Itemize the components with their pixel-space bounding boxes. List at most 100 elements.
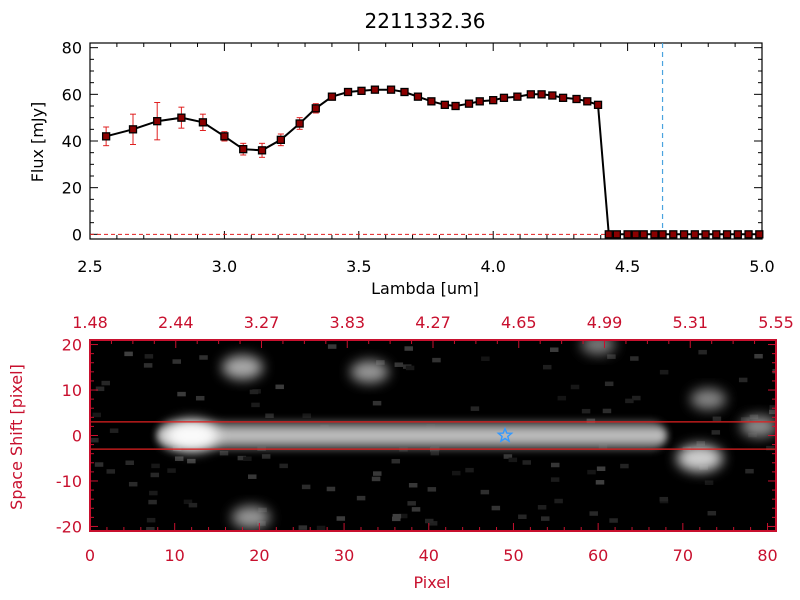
spectrum-marker — [612, 230, 621, 239]
spectrum-y-tick-label: 0 — [72, 225, 82, 244]
image-noise-pixel — [696, 441, 706, 446]
image-noise-pixel — [745, 468, 754, 474]
image-noise-pixel — [237, 455, 247, 461]
image-noise-pixel — [596, 466, 606, 471]
spectrum-marker — [744, 230, 753, 239]
image-noise-pixel — [148, 499, 157, 505]
image-noise-pixel — [470, 406, 480, 411]
spectral-trace-core — [157, 428, 666, 443]
image-y-tick-label: 0 — [72, 427, 82, 446]
spectrum-marker — [658, 230, 667, 239]
image-noise-pixel — [698, 349, 707, 355]
image-x-axis-label: Pixel — [413, 573, 450, 592]
image-noise-pixel — [481, 356, 490, 361]
image-top-tick-label: 4.99 — [587, 313, 623, 332]
spectrum-marker — [343, 87, 353, 97]
spectrum-x-tick-label: 3.5 — [346, 257, 371, 276]
image-y-ticks: 20 10 0 -10 -20 — [56, 336, 776, 536]
image-noise-pixel — [604, 381, 614, 387]
spectrum-x-tick-label: 2.5 — [77, 257, 102, 276]
image-noise-pixel — [195, 395, 205, 401]
image-noise-pixel — [146, 526, 155, 531]
spectrum-marker — [239, 145, 248, 154]
image-noise-pixel — [251, 402, 260, 408]
spectrum-marker — [327, 92, 337, 101]
spectrum-marker — [475, 97, 484, 106]
spectrum-marker — [572, 94, 581, 104]
image-noise-pixel — [480, 489, 490, 495]
spectrum-marker — [623, 230, 632, 239]
spectrum-marker — [427, 97, 436, 106]
image-noise-pixel — [620, 463, 629, 469]
image-noise-pixel — [187, 458, 196, 464]
image-y-tick-label: 10 — [62, 381, 82, 400]
image-noise-pixel — [398, 513, 408, 519]
image-x-tick-label: 10 — [165, 546, 185, 565]
spectrum-plot: 2.5 3.0 3.5 4.0 4.5 5.0 0 20 40 60 80 — [62, 39, 775, 276]
image-noise-pixel — [542, 364, 552, 370]
image-noise-pixel — [595, 480, 605, 485]
image-source-blob — [690, 388, 727, 410]
spectrum-marker — [690, 230, 699, 239]
image-noise-pixel — [392, 513, 402, 519]
image-noise-pixel — [769, 405, 776, 410]
image-noise-pixel — [373, 471, 382, 476]
image-noise-pixel — [279, 463, 288, 469]
image-noise-pixel — [427, 487, 437, 492]
image-noise-pixel — [394, 362, 404, 367]
image-top-tick-label: 1.48 — [72, 313, 108, 332]
image-noise-pixel — [149, 490, 158, 496]
image-noise-pixel — [275, 384, 284, 390]
image-noise-pixel — [125, 460, 134, 466]
spectrum-reference-lines — [90, 43, 762, 239]
image-top-tick-label: 5.55 — [758, 313, 794, 332]
spectrum-marker — [712, 230, 721, 239]
spectrum-marker — [701, 230, 710, 239]
image-noise-pixel — [301, 484, 311, 490]
image-noise-pixel — [704, 480, 714, 485]
spectrum-marker — [413, 92, 423, 101]
spectrum-marker — [464, 99, 474, 108]
image-y-tick-label: -20 — [56, 517, 82, 536]
image-noise-pixel — [557, 395, 567, 401]
spectrum-marker — [583, 97, 592, 106]
image-noise-pixel — [371, 476, 381, 482]
spectrum-x-ticks: 2.5 3.0 3.5 4.0 4.5 5.0 — [77, 43, 775, 276]
image-y-tick-label: 20 — [62, 336, 82, 355]
spectrum-marker — [198, 118, 208, 127]
image-noise-pixel — [630, 356, 639, 361]
spectrum-marker — [276, 135, 285, 144]
spectrum-marker — [526, 90, 535, 99]
spectrum-x-axis-label: Lambda [um] — [371, 279, 479, 298]
image-noise-pixel — [549, 347, 559, 352]
image-x-tick-label: 30 — [334, 546, 354, 565]
image-noise-pixel — [144, 354, 154, 359]
image-noise-pixel — [754, 353, 763, 359]
image-noise-pixel — [106, 469, 116, 474]
spectrum-x-tick-label: 3.0 — [212, 257, 237, 276]
image-noise-pixel — [109, 428, 119, 433]
image-noise-pixel — [712, 416, 722, 422]
image-noise-pixel — [632, 395, 641, 401]
image-noise-pixel — [177, 391, 186, 397]
spectrum-y-ticks: 0 20 40 60 80 — [62, 39, 762, 244]
image-noise-pixel — [90, 437, 99, 443]
image-x-tick-label: 70 — [673, 546, 693, 565]
spectrum-x-tick-label: 4.5 — [615, 257, 640, 276]
spectrum-marker — [669, 230, 678, 239]
image-y-tick-label: -10 — [56, 472, 82, 491]
spectrum-plot-frame — [89, 42, 763, 240]
image-noise-pixel — [261, 454, 271, 459]
spectrum-marker — [295, 119, 304, 128]
spectrum-marker — [177, 113, 186, 122]
image-top-tick-label: 2.44 — [158, 313, 194, 332]
spectrum-marker — [257, 146, 267, 155]
spectrum-marker — [755, 230, 764, 239]
spectrum-marker — [386, 85, 396, 94]
image-noise-pixel — [503, 454, 513, 459]
spectrum-x-tick-label: 5.0 — [749, 257, 774, 276]
spectrum-marker — [451, 101, 460, 111]
spectrum-image-plot: 0 10 20 30 40 50 60 70 80 1.48 2.44 3.27 3.83 4.27 4.… — [56, 313, 794, 565]
image-noise-pixel — [188, 502, 198, 508]
image-top-tick-label: 5.31 — [672, 313, 708, 332]
